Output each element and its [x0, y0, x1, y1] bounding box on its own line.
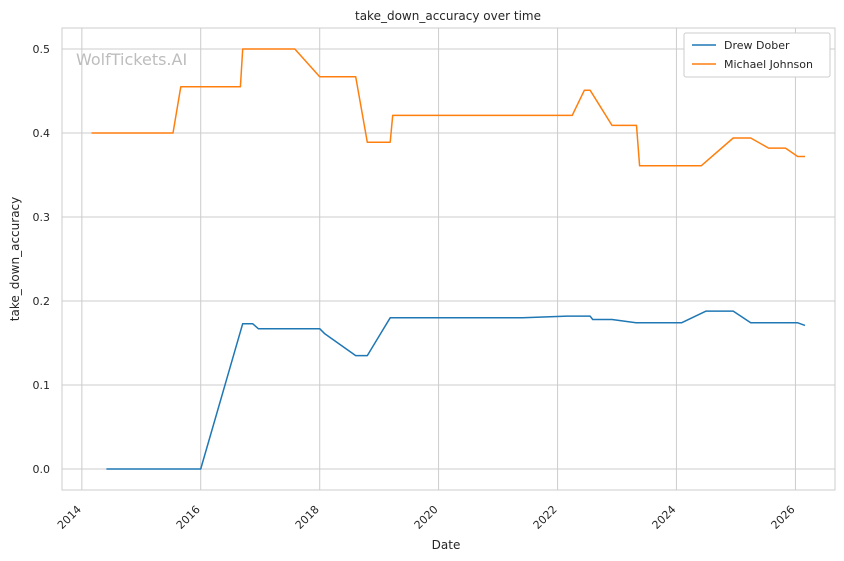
- x-tick-label: 2026: [769, 503, 798, 532]
- y-tick-label: 0.2: [33, 295, 51, 308]
- x-tick-label: 2022: [531, 503, 560, 532]
- x-tick-label: 2016: [174, 503, 203, 532]
- plot-area: [61, 27, 836, 491]
- y-tick-label: 0.3: [33, 211, 51, 224]
- series-line-michael-johnson: [91, 48, 805, 167]
- y-tick-label: 0.1: [33, 379, 51, 392]
- legend: Drew Dober Michael Johnson: [683, 32, 831, 78]
- chart-title: take_down_accuracy over time: [355, 9, 541, 23]
- x-axis-title: Date: [432, 538, 461, 552]
- y-tick-label: 0.0: [33, 463, 51, 476]
- legend-box: [683, 32, 831, 78]
- series-lines: [91, 48, 806, 470]
- y-tick-label: 0.4: [33, 127, 51, 140]
- x-tick-label: 2018: [293, 503, 322, 532]
- y-axis-title: take_down_accuracy: [8, 197, 22, 321]
- x-tick-label: 2020: [412, 503, 441, 532]
- watermark: WolfTickets.AI: [76, 50, 187, 69]
- legend-label-michael-johnson: Michael Johnson: [724, 58, 813, 71]
- y-tick-label: 0.5: [33, 43, 51, 56]
- x-tick-label: 2014: [55, 503, 84, 532]
- legend-label-drew-dober: Drew Dober: [724, 39, 790, 52]
- series-line-drew-dober: [106, 310, 806, 470]
- x-tick-label: 2024: [650, 503, 679, 532]
